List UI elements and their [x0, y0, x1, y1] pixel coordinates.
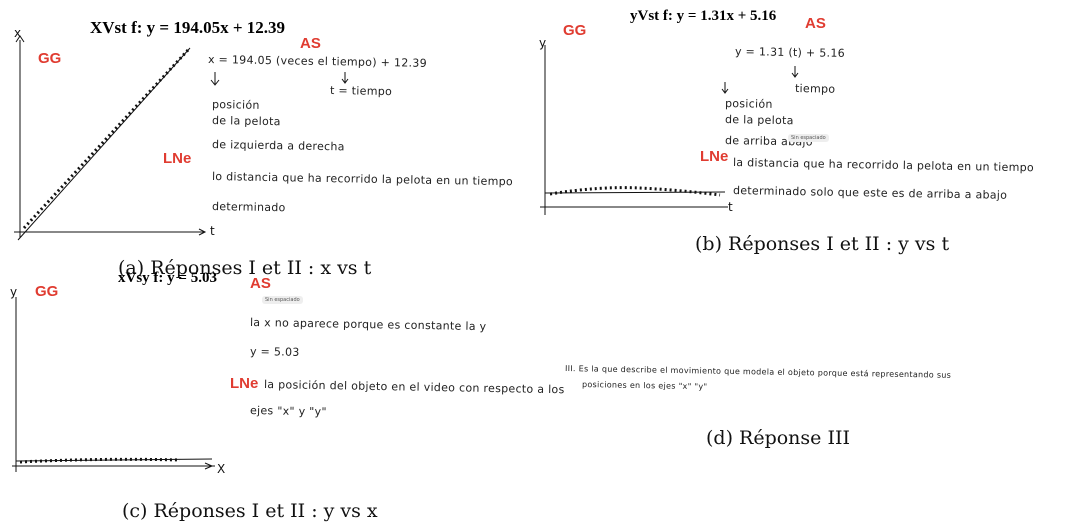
tag: GG [35, 283, 59, 300]
note: posición [211, 98, 260, 112]
note: de izquierda a derecha [211, 138, 345, 154]
graph-a [14, 35, 207, 241]
tag: AS [250, 275, 271, 292]
tag: LNe [700, 148, 729, 165]
note: de la pelota [211, 114, 281, 129]
graph-c [12, 297, 215, 472]
axis-label: y [10, 285, 18, 299]
graph-title: xVsy f: y = 5.03 [118, 270, 217, 286]
note: y = 5.03 [249, 345, 300, 359]
tag: GG [563, 22, 587, 39]
caption: (b) Réponses I et II : y vs t [695, 233, 950, 255]
tag: AS [300, 35, 321, 52]
note: y = 1.31 (t) + 5.16 [734, 45, 846, 60]
tag: AS [805, 15, 826, 32]
tag: LNe [163, 150, 192, 167]
axis-label: t [728, 200, 733, 214]
axis-label: X [217, 462, 226, 476]
tooltip: Sin espaciado [788, 134, 829, 142]
tag: GG [38, 50, 62, 67]
note: determinado [211, 200, 286, 215]
arrows [210, 66, 799, 94]
tag: LNe [230, 375, 259, 392]
note: tiempo [794, 82, 836, 96]
caption: (a) Réponses I et II : x vs t [118, 257, 372, 279]
axis-label: x [14, 26, 22, 40]
caption: (c) Réponses I et II : y vs x [122, 500, 378, 522]
graph-title: yVst f: y = 1.31x + 5.16 [630, 8, 777, 24]
note: de la pelota [724, 113, 794, 128]
graph-title: XVst f: y = 194.05x + 12.39 [90, 18, 286, 37]
tooltip: Sin espaciado [262, 296, 303, 304]
axis-label: t [210, 224, 215, 238]
note: posición [724, 97, 773, 111]
note: ejes "x" y "y" [249, 404, 327, 419]
caption: (d) Réponse III [706, 427, 850, 449]
axis-label: y [539, 36, 547, 50]
graph-b [540, 45, 728, 215]
note: t = tiempo [329, 84, 393, 99]
